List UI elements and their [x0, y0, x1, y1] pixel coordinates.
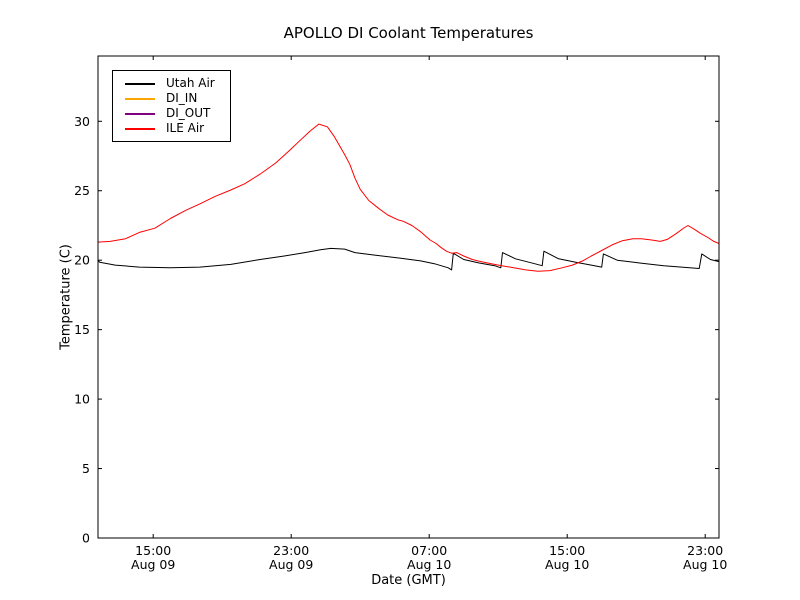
- plot-frame: [97, 55, 720, 539]
- y-tick-label: 30: [74, 114, 90, 129]
- chart-title: APOLLO DI Coolant Temperatures: [283, 24, 534, 42]
- x-tick-label-date: Aug 10: [683, 557, 727, 572]
- legend-label: Utah Air: [166, 76, 215, 90]
- legend-item-utah-air: Utah Air: [125, 76, 230, 91]
- x-tick-label-time: 15:00: [135, 543, 171, 558]
- y-tick-label: 10: [74, 392, 90, 407]
- y-tick-label: 25: [74, 183, 90, 198]
- x-tick-label-date: Aug 09: [131, 557, 175, 572]
- y-axis-label: Temperature (C): [58, 244, 74, 350]
- series-line-utah-air: [97, 247, 720, 271]
- legend-item-di-out: DI_OUT: [125, 106, 230, 121]
- y-tick-label: 20: [74, 253, 90, 268]
- legend: Utah Air DI_IN DI_OUT ILE Air: [112, 70, 231, 142]
- x-axis-label: Date (GMT): [371, 573, 446, 588]
- legend-line-ile-air: [125, 127, 155, 130]
- x-tick-label-date: Aug 09: [269, 557, 313, 572]
- legend-label: ILE Air: [166, 121, 205, 135]
- y-tick-label: 5: [82, 461, 90, 476]
- x-tick-label-date: Aug 10: [407, 557, 451, 572]
- y-tick-label: 15: [74, 322, 90, 337]
- series-line-ile-air: [97, 123, 720, 272]
- legend-label: DI_OUT: [166, 106, 211, 120]
- legend-line-di-in: [125, 97, 155, 100]
- legend-line-utah-air: [125, 82, 155, 85]
- legend-line-di-out: [125, 112, 155, 115]
- legend-label: DI_IN: [166, 91, 198, 105]
- x-tick-label-time: 23:00: [273, 543, 309, 558]
- x-tick-label-time: 23:00: [687, 543, 723, 558]
- x-tick-label-time: 15:00: [549, 543, 585, 558]
- legend-item-di-in: DI_IN: [125, 91, 230, 106]
- x-tick-label-time: 07:00: [411, 543, 447, 558]
- legend-item-ile-air: ILE Air: [125, 121, 230, 136]
- y-tick-label: 0: [82, 531, 90, 546]
- x-tick-label-date: Aug 10: [545, 557, 589, 572]
